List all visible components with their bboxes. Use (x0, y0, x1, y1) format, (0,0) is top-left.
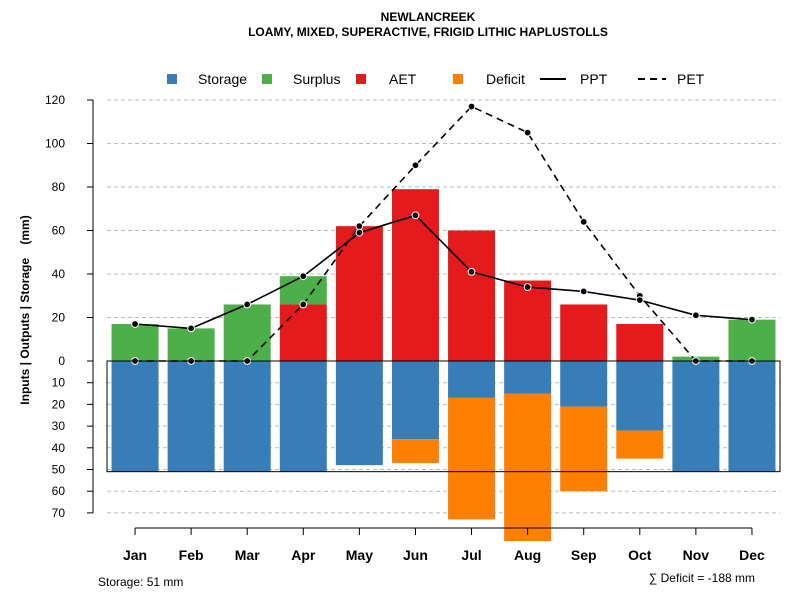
pet-point-may (355, 222, 364, 231)
bar-storage-oct (616, 361, 664, 431)
ppt-point-dec (748, 315, 756, 324)
x-tick-label-jul: Jul (461, 547, 481, 563)
chart-subtitle: LOAMY, MIXED, SUPERACTIVE, FRIGID LITHIC… (248, 25, 608, 39)
gridlines (107, 99, 780, 514)
ppt-point-jan (131, 320, 139, 328)
bar-storage-jan (111, 361, 159, 472)
bar-aet-oct (616, 324, 664, 361)
bar-storage-may (335, 361, 383, 466)
y-tick-label-lower-10: 10 (52, 376, 66, 390)
pet-point-sep (579, 217, 588, 226)
legend-label-deficit: Deficit (486, 71, 525, 87)
bar-surplus-dec (728, 319, 776, 361)
bar-aet-aug (504, 280, 552, 361)
bar-aet-jul (448, 230, 496, 361)
bar-storage-feb (167, 361, 215, 472)
ppt-point-may (355, 228, 364, 237)
deficit-note: ∑ Deficit = -188 mm (649, 571, 755, 585)
y-tick-label-upper-20: 20 (52, 311, 66, 325)
bar-storage-aug (504, 361, 552, 394)
legend-swatch-surplus (262, 74, 272, 84)
ppt-point-mar (243, 300, 252, 309)
bar-deficit-oct (616, 430, 664, 459)
x-tick-label-feb: Feb (179, 547, 204, 563)
x-tick-label-dec: Dec (739, 547, 765, 563)
x-tick-label-may: May (346, 547, 373, 563)
axes: 0 20 40 60 80 100 120 10 20 30 40 50 60 70 Jan Feb Mar Ap… (45, 93, 781, 563)
x-tick-label-jan: Jan (123, 547, 147, 563)
y-tick-label-upper-40: 40 (52, 267, 66, 281)
bar-surplus-jan (111, 324, 159, 361)
pet-point-jul (467, 102, 476, 111)
y-tick-label-lower-50: 50 (52, 463, 66, 477)
bar-surplus-feb (167, 328, 215, 361)
y-tick-label-upper-100: 100 (45, 137, 65, 151)
legend-swatch-deficit (453, 74, 463, 84)
chart-title: NEWLANCREEK (381, 10, 476, 24)
ppt-point-oct (635, 296, 644, 305)
ppt-point-sep (579, 287, 588, 296)
x-tick-label-sep: Sep (571, 547, 597, 563)
bar-deficit-sep (560, 406, 608, 492)
legend-swatch-storage (167, 74, 177, 84)
ppt-point-apr (299, 272, 308, 281)
bar-storage-sep (560, 361, 608, 407)
y-axis-label: Inputs | Outputs | Storage (mm) (18, 215, 32, 404)
x-tick-label-mar: Mar (235, 547, 260, 563)
y-tick-label-upper-80: 80 (52, 180, 66, 194)
bar-deficit-jul (448, 397, 496, 520)
x-tick-label-oct: Oct (628, 547, 652, 563)
y-tick-label-upper-0: 0 (58, 354, 65, 368)
legend-label-surplus: Surplus (293, 71, 340, 87)
bar-aet-apr (279, 304, 327, 361)
legend-swatch-aet (356, 74, 366, 84)
y-tick-label-lower-20: 20 (52, 397, 66, 411)
pet-point-jun (411, 161, 420, 170)
ppt-point-aug (523, 283, 532, 291)
bars (111, 189, 776, 542)
ppt-point-nov (691, 311, 700, 320)
ppt-point-feb (187, 324, 196, 333)
legend-label-ppt: PPT (580, 71, 608, 87)
y-tick-label-lower-40: 40 (52, 441, 66, 455)
ppt-line (134, 214, 753, 330)
bar-storage-jun (391, 361, 439, 440)
ppt-point-jul (467, 267, 476, 276)
ppt-point-jun (411, 211, 420, 220)
storage-note: Storage: 51 mm (98, 575, 183, 589)
y-tick-label-lower-60: 60 (52, 484, 66, 498)
bar-aet-may (335, 226, 383, 361)
bar-deficit-jun (391, 439, 439, 463)
bar-surplus-mar (223, 304, 271, 361)
bar-storage-jul (448, 361, 496, 398)
legend-label-storage: Storage (198, 71, 247, 87)
bar-storage-nov (672, 361, 720, 472)
bar-storage-mar (223, 361, 271, 472)
bar-storage-apr (279, 361, 327, 472)
x-tick-label-jun: Jun (403, 547, 428, 563)
bar-storage-dec (728, 361, 776, 472)
legend-label-aet: AET (389, 71, 417, 87)
x-tick-label-apr: Apr (291, 547, 316, 563)
bar-surplus-apr (279, 276, 327, 305)
legend-label-pet: PET (677, 71, 705, 87)
pet-point-aug (523, 128, 532, 137)
bar-aet-sep (560, 304, 608, 361)
legend: Storage Surplus AET Deficit PPT PET (167, 71, 705, 87)
y-tick-label-upper-120: 120 (45, 93, 65, 107)
y-tick-label-upper-60: 60 (52, 224, 66, 238)
y-tick-label-lower-70: 70 (52, 506, 66, 520)
pet-point-apr (299, 300, 308, 309)
bar-deficit-aug (504, 393, 552, 542)
x-tick-label-nov: Nov (683, 547, 710, 563)
x-tick-label-aug: Aug (514, 547, 541, 563)
y-tick-label-lower-30: 30 (52, 419, 66, 433)
